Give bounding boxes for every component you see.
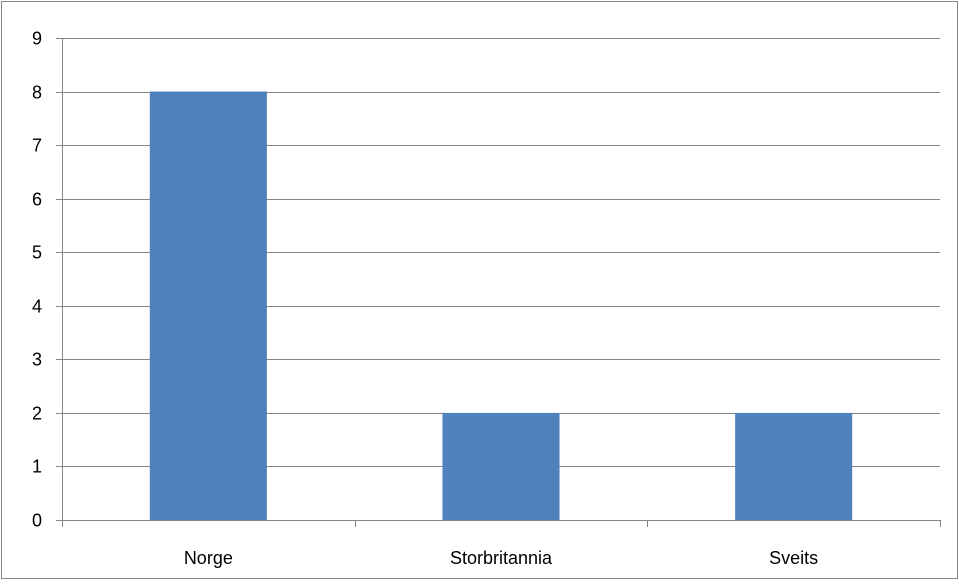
y-tick-label: 9 [32, 29, 42, 49]
y-tick-labels: 0 1 2 3 4 5 6 7 8 9 [32, 29, 42, 531]
axes [56, 38, 941, 527]
y-tick-label: 8 [32, 83, 42, 103]
x-tick-label: Storbritannia [450, 548, 553, 568]
bar-sveits [735, 412, 853, 520]
y-tick-label: 6 [32, 190, 42, 210]
bars [149, 91, 853, 521]
y-tick-label: 3 [32, 350, 42, 370]
y-tick-label: 4 [32, 297, 42, 317]
y-tick-label: 2 [32, 404, 42, 424]
y-tick-label: 7 [32, 136, 42, 156]
x-tick-label: Norge [184, 548, 233, 568]
x-tick-labels: Norge Storbritannia Sveits [184, 548, 818, 568]
y-tick-label: 0 [32, 511, 42, 531]
x-tick-label: Sveits [769, 548, 818, 568]
y-tick-label: 5 [32, 243, 42, 263]
bar-storbritannia [442, 412, 560, 520]
bar-norge [149, 91, 267, 521]
y-tick-label: 1 [32, 457, 42, 477]
